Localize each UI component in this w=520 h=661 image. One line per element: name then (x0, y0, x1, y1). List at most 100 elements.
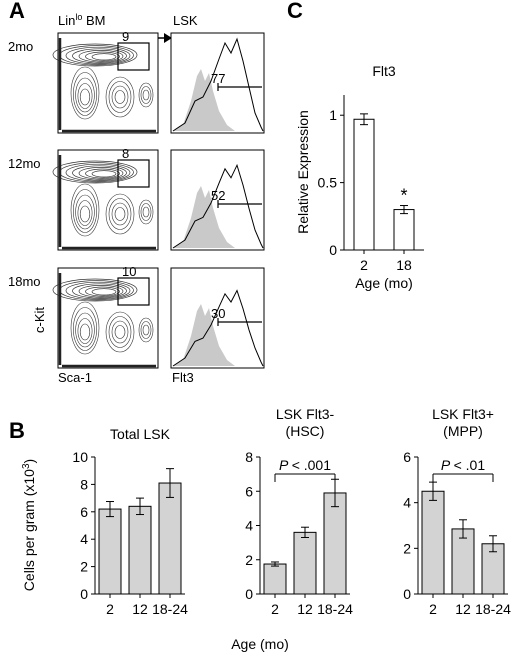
y-tick-label: 6 (245, 483, 253, 499)
c-y-axis-label: Relative Expression (295, 110, 311, 234)
b-y-axis-label: Cells per gram (x103) (21, 459, 38, 591)
contour-line (108, 81, 132, 113)
bar (421, 490, 445, 595)
x-tick-label: 2 (106, 601, 114, 617)
sample-histogram (172, 163, 264, 249)
contour-line (77, 200, 93, 226)
contour-line (91, 170, 117, 178)
y-tick-label: 2 (245, 552, 253, 568)
contour-line (142, 206, 150, 218)
gate-arrow-head (164, 33, 172, 43)
control-histogram (173, 304, 235, 366)
contour-line (75, 194, 95, 230)
y-tick-label: 4 (80, 531, 88, 547)
gate-box (117, 159, 150, 188)
lsk-header: LSK (173, 13, 198, 28)
contour-line (108, 198, 132, 230)
x-tick-label: 18 (396, 257, 412, 273)
x-tick-label: 2 (429, 601, 437, 617)
significance-marker: * (400, 186, 407, 206)
flt3-percent: 30 (211, 306, 225, 321)
x-tick-label: 2 (271, 601, 279, 617)
y-tick-label: 8 (80, 476, 88, 492)
contour-line (79, 88, 91, 106)
contour-frame (57, 32, 159, 134)
contour-line (73, 189, 98, 233)
y-tick-label: 0 (245, 586, 253, 602)
age-label-18mo: 18mo (8, 274, 41, 289)
contour-line (73, 307, 98, 351)
contour-line (114, 207, 126, 221)
y-tick-label: 0.5 (318, 175, 338, 191)
contour-line (111, 320, 129, 344)
bar (451, 528, 475, 595)
contour-line (75, 77, 95, 113)
age-label-12mo: 12mo (8, 156, 41, 171)
contour-line (140, 321, 152, 339)
chart-subtitle: (HSC) (286, 423, 325, 439)
contour-line (85, 286, 120, 297)
y-tick-label: 6 (80, 504, 88, 520)
panel-label-a: A (9, 0, 25, 23)
contour-line (52, 160, 138, 184)
contour-line (72, 283, 127, 299)
contour-plot-1 (52, 149, 159, 251)
histogram-0 (170, 32, 265, 134)
contour-line (105, 193, 135, 235)
gate-percent: 8 (122, 146, 129, 161)
y-tick-label: 4 (403, 495, 411, 511)
contour-line (72, 165, 127, 181)
contour-line (79, 205, 91, 223)
contour-plot-0 (52, 32, 159, 134)
contour-line (77, 83, 93, 109)
age-label-2mo: 2mo (8, 39, 33, 54)
contour-line (85, 168, 120, 179)
pvalue-label: P < .01 (441, 457, 485, 473)
y-tick-label: 4 (245, 518, 253, 534)
y-tick-label: 2 (403, 540, 411, 556)
bar (393, 209, 415, 251)
contour-line (72, 48, 127, 64)
y-tick-label: 8 (245, 449, 253, 465)
contour-line (78, 50, 124, 63)
contour-line (70, 183, 100, 237)
flt3-percent: 52 (211, 188, 225, 203)
contour-line (78, 167, 124, 180)
chart-title: LSK Flt3+ (432, 406, 494, 422)
contour-line (85, 51, 120, 62)
contour-line (114, 325, 126, 339)
contour-line (138, 82, 154, 108)
chart-title: Total LSK (110, 426, 171, 442)
contour-line (65, 46, 131, 65)
contour-line (52, 278, 138, 302)
contour-line (65, 281, 131, 300)
y-tick-label: 6 (403, 449, 411, 465)
contour-line (77, 318, 93, 344)
contour-line (111, 202, 129, 226)
x-tick-label: 12 (132, 601, 148, 617)
contour-line (75, 312, 95, 348)
panel-label-b: B (9, 418, 25, 443)
bar (293, 531, 317, 595)
contour-line (142, 324, 150, 336)
contour-line (138, 317, 154, 343)
contour-line (91, 53, 117, 61)
contour-line (73, 72, 98, 116)
flt3-axis-label: Flt3 (172, 370, 194, 385)
contour-line (65, 163, 131, 182)
contour-line (105, 76, 135, 118)
contour-line (78, 285, 124, 298)
y-tick-label: 2 (80, 559, 88, 575)
contour-line (140, 203, 152, 221)
bar (323, 492, 347, 595)
x-tick-label: 12 (297, 601, 313, 617)
bar (128, 505, 152, 595)
gate-box (117, 277, 150, 306)
bar (98, 508, 122, 595)
y-tick-label: 0 (403, 586, 411, 602)
contour-line (108, 316, 132, 348)
bar (158, 482, 182, 595)
x-tick-label: 18-24 (317, 601, 353, 617)
y-tick-label: 10 (72, 449, 88, 465)
